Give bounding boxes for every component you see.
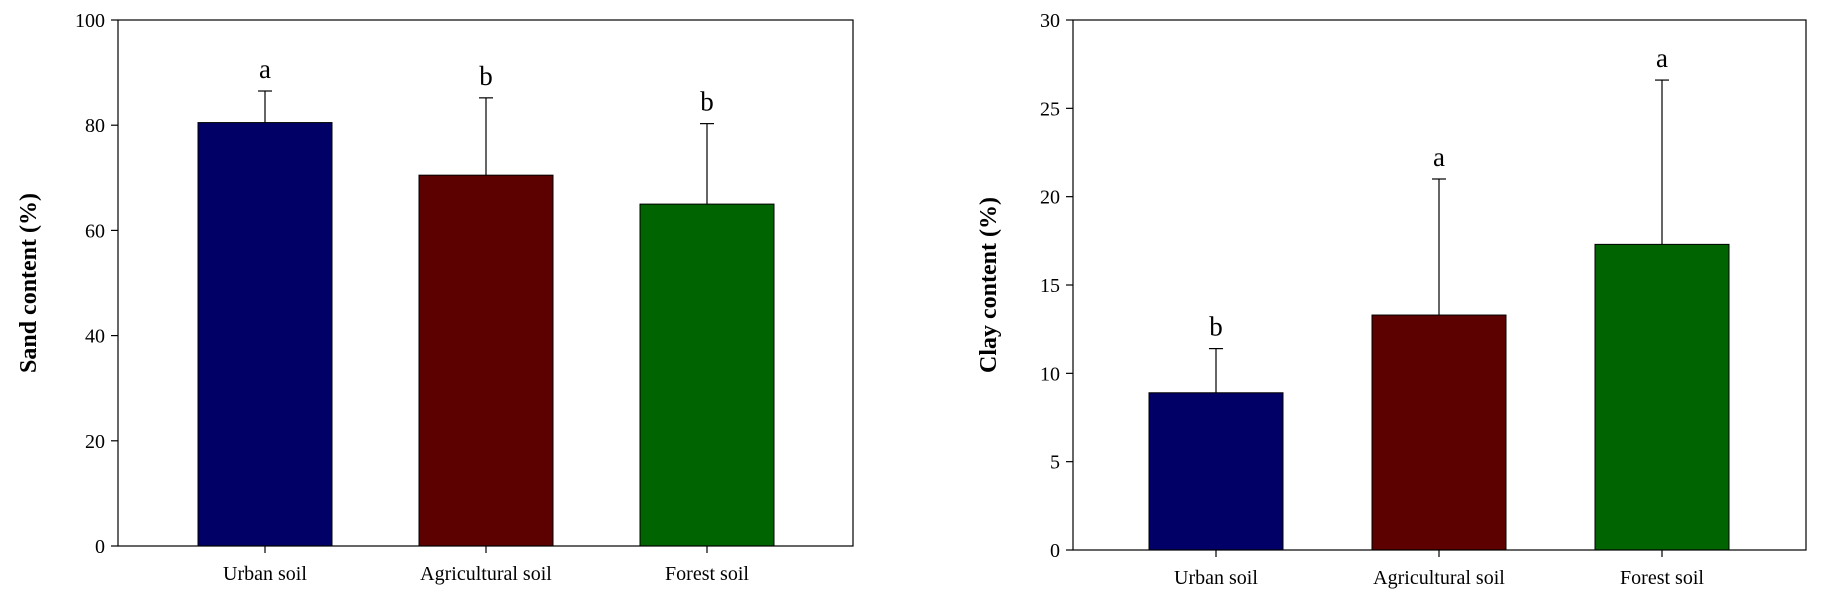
- chart-1: a b b 0 20 40 60 80 100 Urban soil Agricultural so…: [16, 10, 854, 585]
- y-tick-label: 30: [1040, 10, 1060, 32]
- significance-label-3: a: [1656, 43, 1668, 73]
- significance-label-2: b: [479, 61, 493, 91]
- bar-1: [197, 122, 333, 547]
- significance-label-1: a: [259, 54, 271, 84]
- x-category-label-3: Forest soil: [1620, 567, 1704, 589]
- bar-3: [1594, 243, 1730, 551]
- y-tick-label: 20: [85, 431, 105, 453]
- x-category-label-1: Urban soil: [1174, 567, 1258, 589]
- x-category-label-2: Agricultural soil: [420, 563, 552, 585]
- bar-1: [1148, 392, 1284, 551]
- y-tick-label: 25: [1040, 98, 1060, 120]
- y-tick-label: 5: [1050, 452, 1060, 474]
- y-axis-title: Clay content (%): [976, 197, 1002, 373]
- y-tick-label: 10: [1040, 363, 1060, 385]
- x-category-label-3: Forest soil: [665, 563, 749, 585]
- y-tick-label: 40: [85, 326, 105, 348]
- bar-2: [1371, 314, 1507, 551]
- x-category-label-1: Urban soil: [223, 563, 307, 585]
- y-tick-label: 80: [85, 115, 105, 137]
- x-category-label-2: Agricultural soil: [1373, 567, 1505, 589]
- y-tick-label: 60: [85, 220, 105, 242]
- chart-2: b a a 0 5 10 15 20 25 30 Urban soil Agricultural so…: [976, 10, 1807, 589]
- significance-label-1: b: [1209, 312, 1223, 342]
- y-tick-label: 100: [75, 10, 105, 32]
- y-tick-label: 15: [1040, 275, 1060, 297]
- y-axis-title: Sand content (%): [16, 193, 42, 373]
- y-tick-label: 0: [1050, 540, 1060, 562]
- y-tick-label: 20: [1040, 187, 1060, 209]
- bar-3: [639, 203, 775, 547]
- bar-2: [418, 174, 554, 547]
- significance-label-2: a: [1433, 142, 1445, 172]
- significance-label-3: b: [700, 87, 714, 117]
- y-tick-label: 0: [95, 536, 105, 558]
